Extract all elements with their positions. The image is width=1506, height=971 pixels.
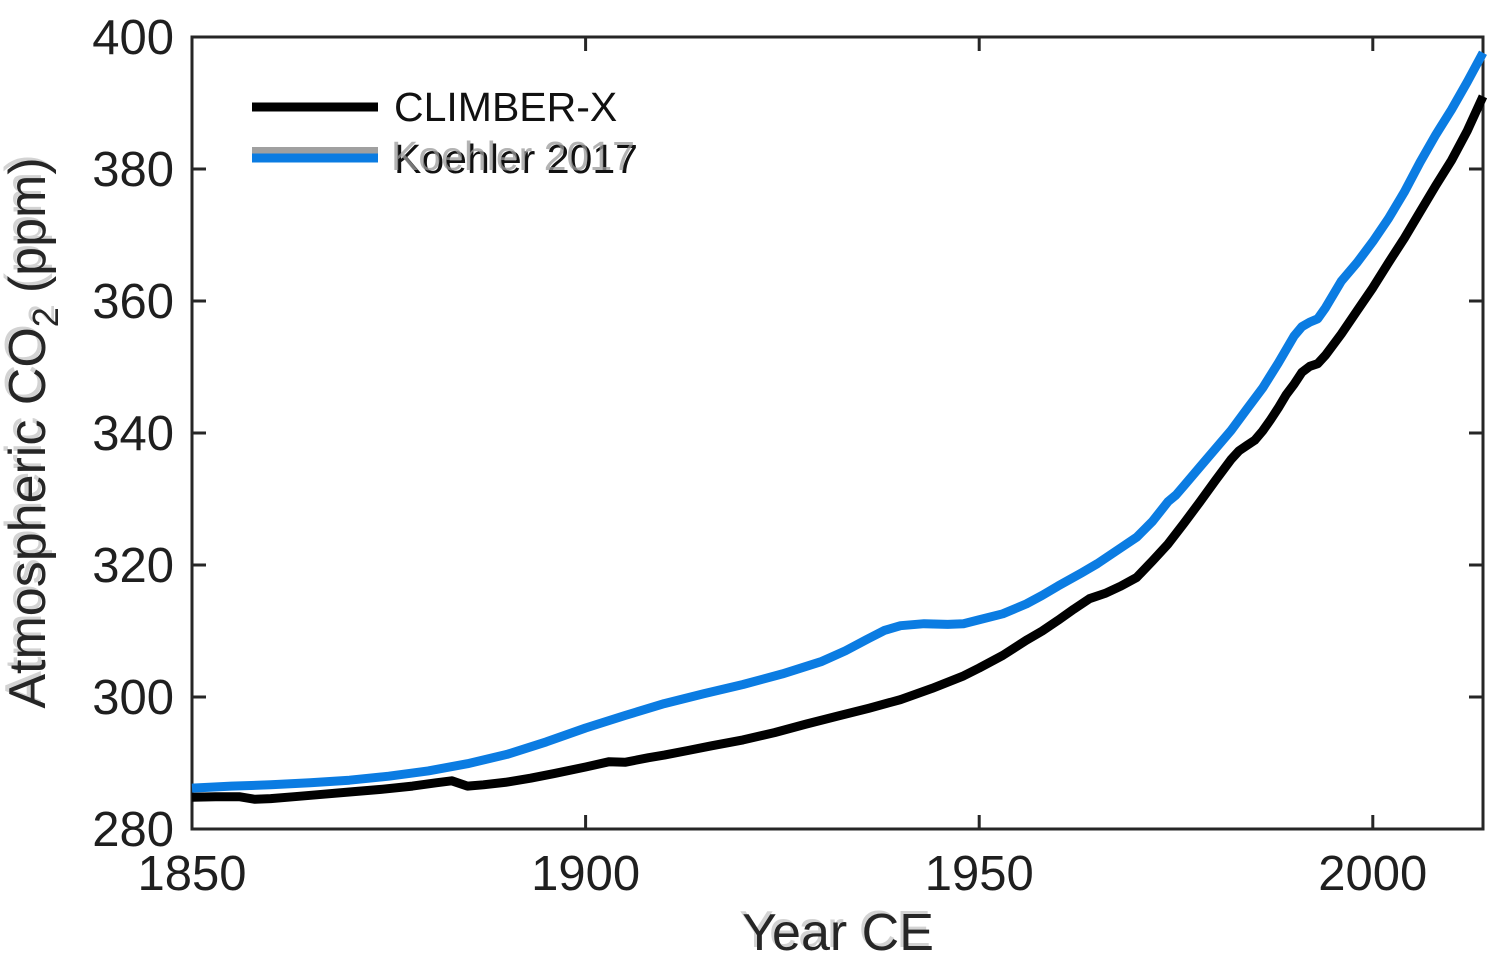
y-tick-labels: 280 300 320 340 360 380 400 — [92, 11, 174, 857]
plot-border — [190, 35, 1485, 831]
x-axis-title: Year CE — [742, 904, 934, 962]
y-tick-label: 300 — [92, 671, 174, 725]
legend-item-koehler-2017: Koehler 2017 Koehler 2017 — [252, 133, 638, 182]
x-axis-title-ghost: Year CE — [739, 901, 931, 959]
legend-label-climber-x: CLIMBER-X — [394, 84, 617, 130]
plot-area: 1850 1900 1950 2000 280 300 320 340 360 380 400 — [92, 11, 1488, 901]
y-tick-label: 320 — [92, 539, 174, 593]
y-ticks — [192, 35, 1483, 831]
x-tick-label: 1900 — [531, 847, 640, 901]
x-tick-labels: 1850 1900 1950 2000 — [137, 847, 1427, 901]
y-axis-title-ghost: Atmospheric CO2(ppm) — [0, 154, 62, 705]
legend-item-climber-x: CLIMBER-X — [252, 84, 617, 130]
y-tick-label: 360 — [92, 275, 174, 329]
series-lines — [191, 50, 1488, 804]
legend-label-koehler-ghost: Koehler 2017 — [391, 133, 635, 179]
y-tick-label: 340 — [92, 407, 174, 461]
y-axis-title: Atmospheric CO2(ppm) — [0, 157, 66, 708]
series-climber-x-line — [191, 94, 1488, 804]
legend-label-koehler-2017: Koehler 2017 — [394, 136, 638, 182]
y-tick-label: 400 — [92, 11, 174, 65]
y-tick-label: 380 — [92, 143, 174, 197]
x-tick-label: 1950 — [925, 847, 1034, 901]
legend: CLIMBER-X Koehler 2017 Koehler 2017 — [252, 84, 638, 182]
x-tick-label: 2000 — [1318, 847, 1427, 901]
x-tick-label: 1850 — [137, 847, 246, 901]
y-tick-label: 280 — [92, 803, 174, 857]
x-ticks — [190, 37, 1375, 829]
series-koehler-2017-line — [191, 50, 1487, 793]
